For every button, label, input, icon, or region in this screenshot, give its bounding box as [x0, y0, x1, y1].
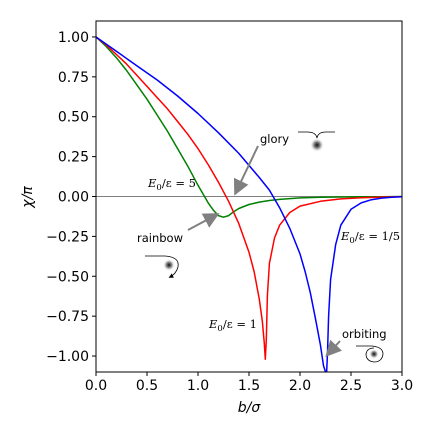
rainbow-label: rainbow	[137, 231, 183, 245]
y-tick-label: 0.25	[58, 150, 89, 166]
y-tick-label: −1.00	[46, 349, 89, 365]
glory-annotation: glory	[233, 131, 335, 196]
x-tick-label: 1.0	[187, 378, 209, 394]
orbiting-trajectory-icon	[356, 345, 384, 363]
series-line-1	[96, 36, 402, 360]
y-tick-label: 0.00	[58, 190, 89, 206]
curve-label-e1: E0/ε = 1	[208, 317, 257, 334]
y-axis-title: χ/π	[20, 186, 36, 209]
x-tick-label: 0.0	[85, 378, 107, 394]
curve-label-e5: E0/ε = 5	[147, 176, 196, 193]
series-line-0	[96, 36, 402, 218]
curve-label-e1-5: E0/ε = 1/5	[340, 229, 400, 246]
series-line-2	[96, 36, 402, 372]
rainbow-annotation: rainbow	[137, 213, 220, 278]
glory-target-icon	[310, 138, 324, 152]
x-tick-label: 2.0	[289, 378, 311, 394]
y-tick-label: 0.75	[58, 70, 89, 86]
y-tick-label: −0.25	[46, 229, 89, 245]
orbiting-annotation: orbiting	[325, 327, 387, 363]
y-tick-label: −0.50	[46, 269, 89, 285]
rainbow-target-icon	[163, 259, 175, 271]
x-axis-title: b/σ	[238, 400, 262, 416]
glory-label: glory	[260, 132, 289, 146]
x-tick-label: 2.5	[340, 378, 362, 394]
x-tick-label: 1.5	[238, 378, 260, 394]
y-tick-label: −0.75	[46, 309, 89, 325]
glory-trajectory-icon	[298, 131, 335, 139]
rainbow-trajectory-icon	[145, 255, 179, 278]
orbiting-target-icon	[369, 349, 379, 359]
x-tick-label: 0.5	[136, 378, 158, 394]
y-tick-label: 1.00	[58, 30, 89, 46]
orbiting-label: orbiting	[342, 327, 387, 341]
y-tick-label: 0.50	[58, 110, 89, 126]
x-tick-label: 3.0	[391, 378, 413, 394]
